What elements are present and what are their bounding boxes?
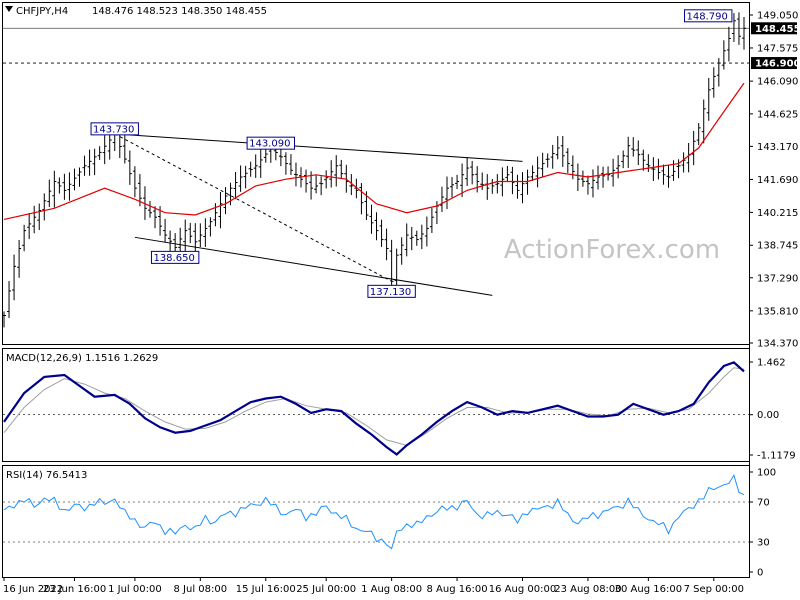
price-annotation-box [684,9,733,23]
x-tick-label: 15 Jul 16:00 [236,584,296,595]
price-annotation-label: 148.790 [687,11,728,22]
x-tick-label: 25 Jul 00:00 [296,584,356,595]
price-y-tick-label: 137.290 [757,273,798,284]
price-y-tick-label: 141.690 [757,175,798,186]
rsi-y-tick-label: 100 [757,468,776,479]
price-panel: 149.050 147.575 146.090 144.625 143.170 141.6… [2,9,800,350]
x-tick-label: 1 Aug 08:00 [361,584,422,595]
macd-y-tick-label: 1.462 [757,358,786,369]
price-tag-label: 148.455 [755,24,800,35]
price-y-tick-label: 134.370 [757,339,798,350]
rsi-title: RSI(14) 76.5413 [6,470,87,481]
price-tag-box [751,22,797,35]
x-tick-label: 8 Jul 08:00 [174,584,228,595]
price-annotation-box [90,122,139,136]
price-y-tick-label: 135.810 [757,306,798,317]
rsi-panel: 100 70 30 0 [3,468,776,579]
x-tick-label: 8 Aug 16:00 [427,584,488,595]
x-tick-label: 7 Sep 00:00 [684,584,744,595]
symbol-label: CHFJPY,H4 [16,6,68,17]
macd-y-tick-label: 0.00 [757,410,779,421]
x-tick-label: 1 Jul 00:00 [108,584,162,595]
trendline [114,133,523,162]
rsi-panel-frame [2,465,750,578]
price-annotation-label: 138.650 [153,253,194,264]
price-tag-label: 146.900 [755,59,800,70]
price-y-tick-label: 146.090 [757,77,798,88]
price-annotation-label: 143.730 [93,124,134,135]
moving-average-line [3,82,745,220]
price-annotation-box [150,250,200,264]
x-tick-label: 30 Aug 16:00 [615,584,682,595]
ohlc-label: 148.476 148.523 148.350 148.455 [92,6,267,17]
rsi-y-tick-label: 0 [757,568,763,579]
macd-line [3,361,745,456]
header-symbol: CHFJPY,H4 148.476 148.523 148.350 148.45… [5,6,267,17]
watermark: ActionForex.com [504,235,720,265]
price-annotation-box [367,284,416,298]
price-y-tick-label: 144.625 [757,109,798,120]
price-tag-box [751,57,797,70]
x-tick-label: 16 Jun 2022 [3,584,63,595]
macd-title: MACD(12,26,9) 1.1516 1.2629 [6,353,158,364]
rsi-y-tick-label: 70 [757,498,770,509]
price-y-tick-label: 149.050 [757,11,798,22]
price-y-tick-label: 143.170 [757,142,798,153]
price-annotation-label: 143.090 [249,139,290,150]
macd-y-tick-label: -1.1179 [757,451,796,462]
price-annotation-label: 137.130 [370,287,411,298]
rsi-line [3,473,745,550]
price-y-tick-label: 140.215 [757,208,798,219]
price-y-tick-label: 147.575 [757,43,798,54]
x-tick-label: 23 Aug 08:00 [554,584,621,595]
rsi-y-tick-label: 30 [757,538,770,549]
macd-signal-line [3,367,745,446]
macd-panel: 1.462 0.00 -1.1179 [3,358,796,462]
price-y-tick-label: 138.745 [757,241,798,252]
trendline [134,236,493,296]
trendline [114,133,392,282]
x-tick-label: 23 Jun 16:00 [43,584,107,595]
price-annotation-box [246,136,296,150]
x-tick-label: 16 Aug 00:00 [489,584,556,595]
